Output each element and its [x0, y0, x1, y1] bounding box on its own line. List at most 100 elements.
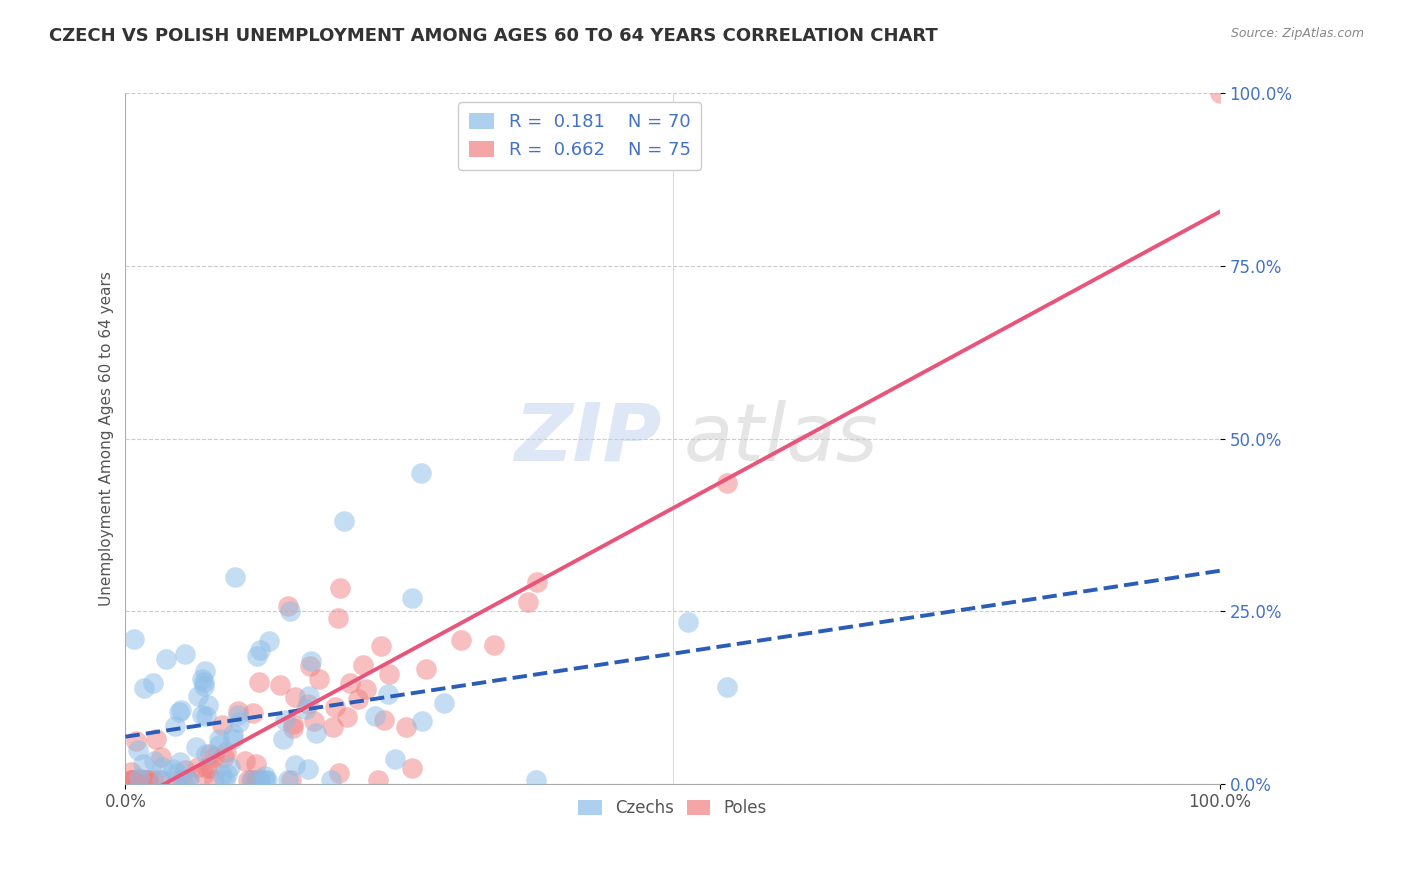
- Point: [356, 682, 378, 697]
- Point: [305, 726, 328, 740]
- Point: [122, 773, 145, 788]
- Point: [401, 591, 423, 606]
- Text: atlas: atlas: [683, 400, 879, 477]
- Point: [716, 680, 738, 694]
- Point: [239, 773, 262, 788]
- Point: [173, 763, 195, 777]
- Point: [284, 690, 307, 704]
- Point: [186, 739, 208, 754]
- Point: [297, 697, 319, 711]
- Point: [222, 732, 245, 747]
- Point: [217, 767, 239, 781]
- Point: [247, 773, 270, 788]
- Point: [194, 747, 217, 761]
- Point: [167, 705, 190, 719]
- Point: [218, 760, 240, 774]
- Point: [281, 717, 304, 731]
- Point: [328, 766, 350, 780]
- Point: [170, 703, 193, 717]
- Point: [347, 691, 370, 706]
- Point: [212, 749, 235, 764]
- Point: [450, 632, 472, 647]
- Point: [125, 734, 148, 748]
- Point: [190, 672, 212, 686]
- Point: [120, 773, 142, 788]
- Point: [526, 575, 548, 590]
- Legend: Czechs, Poles: Czechs, Poles: [572, 792, 773, 823]
- Point: [145, 731, 167, 746]
- Point: [245, 773, 267, 788]
- Point: [169, 755, 191, 769]
- Point: [162, 762, 184, 776]
- Point: [394, 720, 416, 734]
- Point: [367, 773, 389, 788]
- Point: [253, 773, 276, 788]
- Point: [238, 773, 260, 788]
- Point: [295, 701, 318, 715]
- Point: [269, 678, 291, 692]
- Point: [134, 773, 156, 788]
- Point: [524, 773, 547, 788]
- Point: [224, 569, 246, 583]
- Point: [132, 773, 155, 788]
- Point: [134, 773, 156, 788]
- Point: [222, 727, 245, 741]
- Point: [333, 515, 356, 529]
- Text: CZECH VS POLISH UNEMPLOYMENT AMONG AGES 60 TO 64 YEARS CORRELATION CHART: CZECH VS POLISH UNEMPLOYMENT AMONG AGES …: [49, 27, 938, 45]
- Point: [284, 757, 307, 772]
- Point: [200, 747, 222, 761]
- Point: [142, 675, 165, 690]
- Point: [132, 756, 155, 771]
- Point: [384, 752, 406, 766]
- Point: [409, 466, 432, 480]
- Point: [193, 679, 215, 693]
- Point: [149, 773, 172, 788]
- Point: [166, 765, 188, 780]
- Point: [122, 632, 145, 647]
- Point: [370, 640, 392, 654]
- Point: [373, 713, 395, 727]
- Point: [170, 773, 193, 788]
- Point: [256, 773, 278, 788]
- Point: [339, 676, 361, 690]
- Point: [415, 662, 437, 676]
- Point: [274, 714, 297, 728]
- Point: [193, 675, 215, 690]
- Point: [195, 761, 218, 775]
- Point: [163, 719, 186, 733]
- Point: [193, 664, 215, 678]
- Y-axis label: Unemployment Among Ages 60 to 64 years: Unemployment Among Ages 60 to 64 years: [100, 271, 114, 606]
- Point: [211, 768, 233, 782]
- Point: [193, 767, 215, 781]
- Point: [322, 720, 344, 734]
- Point: [208, 732, 231, 747]
- Point: [127, 743, 149, 757]
- Point: [482, 639, 505, 653]
- Point: [247, 674, 270, 689]
- Point: [128, 773, 150, 788]
- Point: [120, 765, 142, 780]
- Point: [198, 761, 221, 775]
- Point: [242, 706, 264, 721]
- Point: [131, 773, 153, 788]
- Point: [281, 721, 304, 735]
- Point: [257, 634, 280, 648]
- Point: [177, 773, 200, 788]
- Point: [128, 773, 150, 788]
- Point: [308, 673, 330, 687]
- Point: [401, 761, 423, 775]
- Point: [228, 714, 250, 729]
- Point: [352, 658, 374, 673]
- Point: [197, 698, 219, 712]
- Point: [143, 754, 166, 768]
- Point: [187, 689, 209, 703]
- Point: [297, 763, 319, 777]
- Point: [378, 667, 401, 681]
- Point: [249, 772, 271, 787]
- Point: [211, 718, 233, 732]
- Point: [304, 714, 326, 728]
- Point: [226, 705, 249, 719]
- Point: [280, 773, 302, 788]
- Point: [174, 773, 197, 788]
- Point: [191, 708, 214, 723]
